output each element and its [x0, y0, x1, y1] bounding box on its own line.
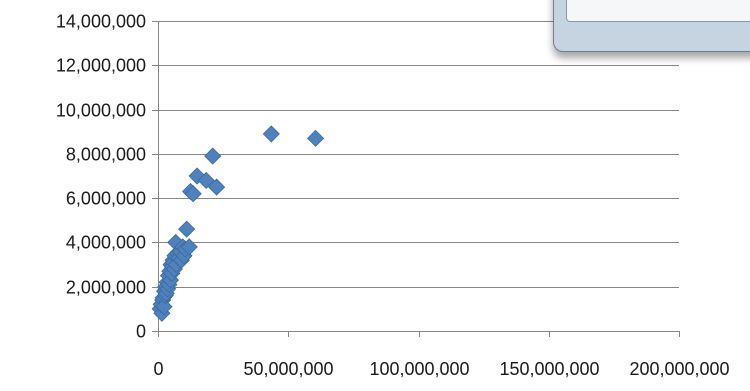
x-tick-label: 200,000,000 [629, 359, 729, 379]
y-tick-label: 2,000,000 [66, 278, 146, 298]
gridlines [158, 21, 679, 288]
y-tick-label: 10,000,000 [56, 101, 146, 121]
data-points [151, 125, 325, 322]
y-tick-label: 8,000,000 [66, 145, 146, 165]
data-point-diamond [204, 147, 222, 165]
data-point-diamond [155, 298, 173, 316]
data-point-diamond [180, 238, 198, 256]
y-tick-label: 4,000,000 [66, 233, 146, 253]
y-tick-label: 0 [136, 322, 146, 342]
x-tick-label: 50,000,000 [243, 359, 333, 379]
axes [152, 21, 680, 337]
x-tick-label: 0 [153, 359, 163, 379]
y-tick-label: 6,000,000 [66, 189, 146, 209]
y-tick-label: 12,000,000 [56, 56, 146, 76]
data-point-diamond [307, 129, 325, 147]
data-point-diamond [197, 171, 215, 189]
data-point-diamond [262, 125, 280, 143]
dialog-content-area [566, 0, 750, 22]
data-point-diamond [178, 220, 196, 238]
y-axis-tick-labels: 0 2,000,000 4,000,000 6,000,000 8,000,000 10,… [56, 12, 146, 342]
x-axis-tick-labels: 0 50,000,000 100,000,000 150,000,000 200,000… [153, 359, 729, 379]
y-tick-label: 14,000,000 [56, 12, 146, 32]
data-point-diamond [184, 185, 202, 203]
x-tick-label: 100,000,000 [369, 359, 469, 379]
overlapping-dialog-window [553, 0, 750, 52]
data-point-diamond [208, 178, 226, 196]
x-tick-label: 150,000,000 [499, 359, 599, 379]
